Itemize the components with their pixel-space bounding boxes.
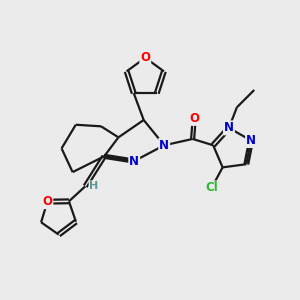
Text: O: O (42, 195, 52, 208)
Text: O: O (140, 51, 150, 64)
Text: N: N (246, 134, 256, 147)
Text: N: N (159, 139, 169, 152)
Text: Cl: Cl (205, 182, 218, 194)
Text: H: H (89, 181, 99, 191)
Text: O: O (189, 112, 199, 125)
Text: N: N (129, 154, 139, 168)
Text: N: N (224, 122, 234, 134)
